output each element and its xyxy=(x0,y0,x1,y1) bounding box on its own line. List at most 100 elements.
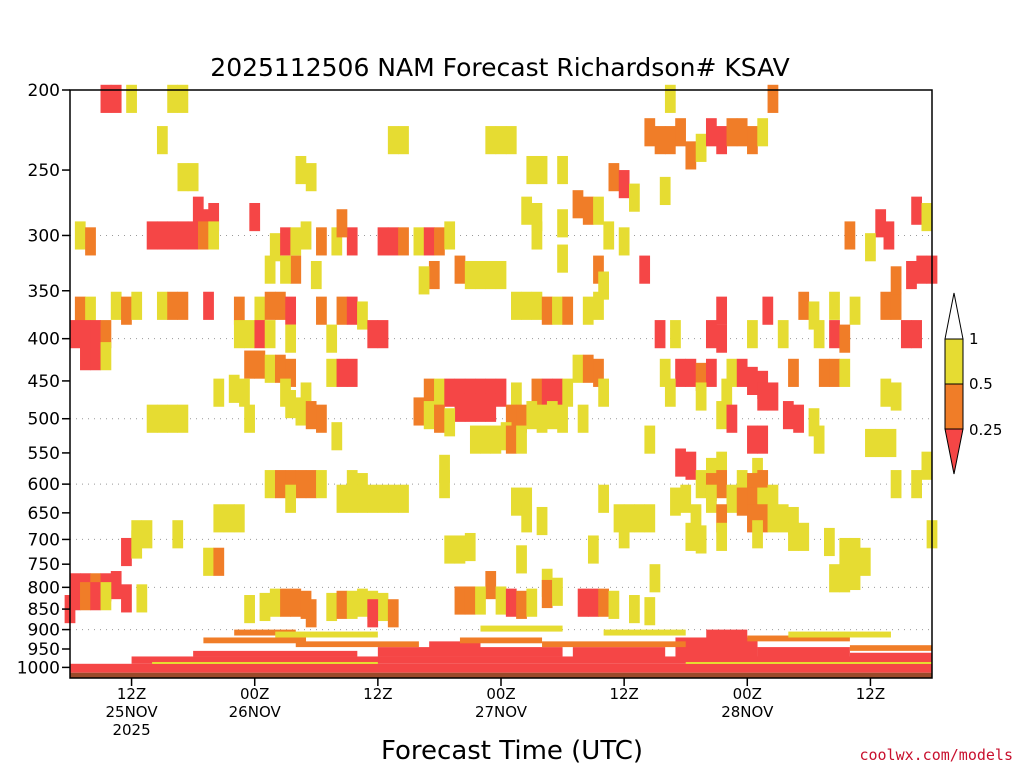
heatmap-cell-orange xyxy=(844,221,856,250)
heatmap-cell-orange xyxy=(280,588,291,617)
heatmap-cell-orange xyxy=(316,227,327,256)
heatmap-cell-yellow xyxy=(849,537,861,567)
heatmap-cell-yellow xyxy=(213,378,225,407)
heatmap-cell-red xyxy=(541,378,553,407)
heatmap-cell-red xyxy=(782,401,794,430)
heatmap-cell-yellow xyxy=(521,504,533,533)
heatmap-cell-yellow xyxy=(813,320,825,349)
heatmap-cell-yellow xyxy=(644,597,656,626)
heatmap-cell-yellow xyxy=(598,484,609,513)
heatmap-cell-yellow xyxy=(244,404,255,433)
x-tick-label: 00Z xyxy=(486,685,515,703)
heatmap-cell-yellow xyxy=(757,118,769,147)
heatmap-cell-yellow xyxy=(921,202,933,232)
heatmap-cell-red xyxy=(110,84,122,113)
x-tick-label: 12Z xyxy=(117,685,146,703)
heatmap-cell-yellow xyxy=(239,378,250,407)
heatmap-cell-yellow xyxy=(849,561,861,591)
heatmap-cell-yellow xyxy=(85,296,96,325)
heatmap-cell-yellow xyxy=(562,378,574,407)
heatmap-cell-orange xyxy=(726,118,738,147)
heatmap-cell-yellow xyxy=(526,155,538,185)
heatmap-cell-orange xyxy=(264,291,276,320)
heatmap-cell-orange xyxy=(541,579,553,609)
heatmap-cell-orange xyxy=(747,487,758,516)
heatmap-cell-yellow xyxy=(233,320,245,349)
band-yellow xyxy=(685,661,932,664)
heatmap-cell-orange xyxy=(387,599,399,628)
heatmap-cell-yellow xyxy=(716,522,728,551)
y-tick-label: 350 xyxy=(28,282,60,302)
y-tick-label: 450 xyxy=(28,372,60,392)
heatmap-cell-red xyxy=(454,393,466,422)
heatmap-cell-yellow xyxy=(480,425,491,454)
heatmap-cell-red xyxy=(121,584,132,613)
heatmap-cell-orange xyxy=(213,547,225,576)
heatmap-cell-red xyxy=(639,255,651,284)
y-tick-label: 250 xyxy=(28,161,60,181)
heatmap-cell-yellow xyxy=(670,487,681,516)
heatmap-cell-red xyxy=(654,320,666,349)
heatmap-cell-yellow xyxy=(228,374,240,403)
heatmap-cell-red xyxy=(726,404,738,433)
heatmap-cell-yellow xyxy=(705,484,717,513)
heatmap-cell-orange xyxy=(336,209,348,238)
heatmap-cell-yellow xyxy=(875,428,887,458)
heatmap-cell-orange xyxy=(177,291,189,320)
heatmap-cell-yellow xyxy=(295,397,307,426)
heatmap-cell-yellow xyxy=(495,586,507,615)
heatmap-cell-yellow xyxy=(316,470,327,499)
y-tick-label: 750 xyxy=(28,555,60,575)
heatmap-cell-yellow xyxy=(849,296,861,325)
heatmap-cell-orange xyxy=(890,291,902,320)
heatmap-cell-yellow xyxy=(593,196,604,225)
band-orange xyxy=(542,641,686,648)
heatmap-cell-yellow xyxy=(264,320,276,349)
heatmap-cell-yellow xyxy=(603,221,615,250)
heatmap-cell-yellow xyxy=(531,202,543,232)
heatmap-cell-orange xyxy=(798,291,810,320)
heatmap-cell-red xyxy=(100,84,112,113)
heatmap-cell-yellow xyxy=(613,504,625,533)
y-tick-label: 700 xyxy=(28,530,60,550)
heatmap-cell-orange xyxy=(233,296,245,325)
heatmap-cell-red xyxy=(705,320,717,349)
heatmap-cell-yellow xyxy=(582,296,594,325)
heatmap-cell-yellow xyxy=(531,291,543,320)
heatmap-cell-red xyxy=(911,320,922,349)
heatmap-cell-orange xyxy=(516,404,527,433)
heatmap-cell-yellow xyxy=(911,470,922,499)
band-ground xyxy=(70,672,932,678)
heatmap-cell-yellow xyxy=(839,537,851,567)
heatmap-cell-yellow xyxy=(890,470,902,499)
heatmap-cell-yellow xyxy=(577,404,589,433)
heatmap-cell-yellow xyxy=(695,525,707,554)
heatmap-cell-yellow xyxy=(490,425,502,454)
heatmap-cell-orange xyxy=(644,118,656,147)
heatmap-cell-orange xyxy=(716,504,728,533)
y-tick-label: 300 xyxy=(28,226,60,246)
heatmap-cell-orange xyxy=(305,401,317,430)
heatmap-cell-red xyxy=(387,227,399,256)
heatmap-cell-orange xyxy=(295,470,307,499)
x-tick-label: 2025 xyxy=(112,721,150,739)
heatmap-cell-yellow xyxy=(557,244,568,273)
heatmap-cell-yellow xyxy=(695,470,707,499)
heatmap-cell-yellow xyxy=(557,404,568,433)
heatmap-cell-red xyxy=(121,537,132,567)
band-red xyxy=(193,650,358,657)
heatmap-cell-yellow xyxy=(572,354,584,383)
heatmap-cell-yellow xyxy=(824,527,835,557)
heatmap-cell-yellow xyxy=(716,401,728,430)
heatmap-cell-yellow xyxy=(521,291,533,320)
heatmap-cell-yellow xyxy=(100,342,112,371)
heatmap-cell-red xyxy=(577,588,589,617)
heatmap-cell-yellow xyxy=(536,506,548,536)
heatmap-cell-yellow xyxy=(629,183,640,212)
heatmap-cell-red xyxy=(900,320,912,349)
heatmap-cell-red xyxy=(716,126,728,155)
heatmap-cell-orange xyxy=(316,404,327,433)
heatmap-cell-yellow xyxy=(233,504,245,533)
heatmap-cell-yellow xyxy=(187,163,199,192)
heatmap-cell-yellow xyxy=(423,401,435,430)
